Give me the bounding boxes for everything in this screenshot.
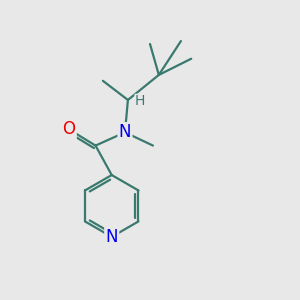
Text: O: O <box>62 120 76 138</box>
Text: N: N <box>119 123 131 141</box>
Text: H: H <box>135 94 146 108</box>
Text: N: N <box>106 228 118 246</box>
